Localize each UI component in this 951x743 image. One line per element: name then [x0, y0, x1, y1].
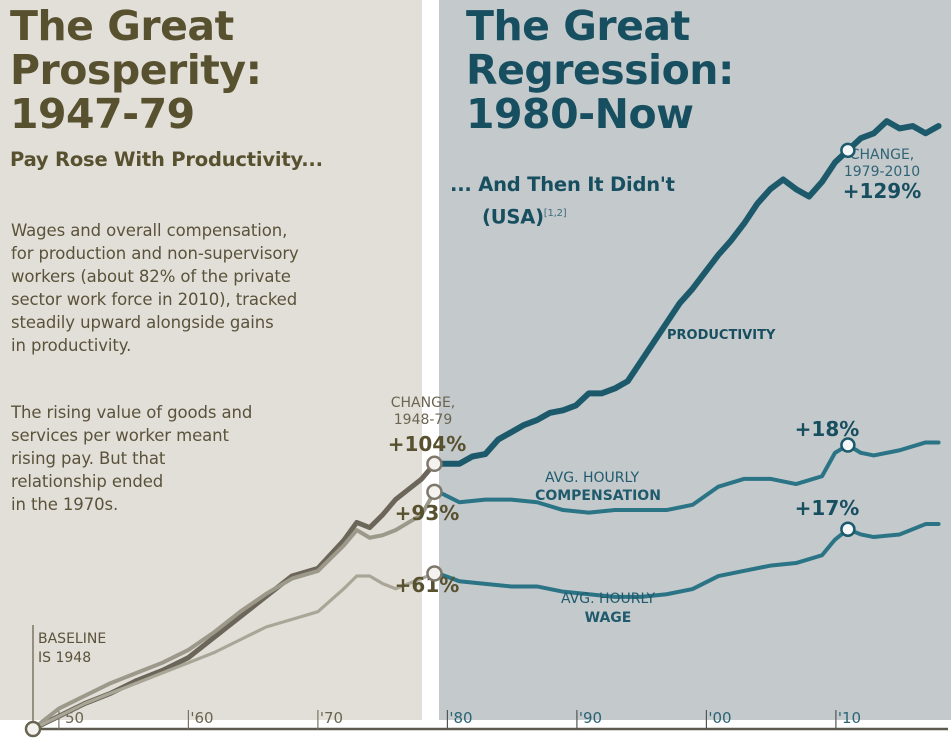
- right-title-line: 1980-Now: [466, 90, 694, 138]
- right-subtitle-line2: (USA): [482, 205, 544, 229]
- panel-divider: [422, 0, 439, 743]
- paragraph-line: in productivity.: [11, 336, 132, 355]
- paragraph-line: services per worker meant: [11, 426, 229, 445]
- compensation-right-end-label: +18%: [795, 417, 860, 441]
- data-point-1979-marker: [426, 483, 443, 501]
- paragraph-line: steadily upward alongside gains: [11, 313, 274, 332]
- compensation-series-label-line1: AVG. HOURLY: [545, 470, 639, 486]
- data-point-2010-marker: [840, 521, 856, 537]
- wage-series-label-line1: AVG. HOURLY: [561, 591, 655, 607]
- series-line-avg-hourly-compensation-1979-2010: [436, 440, 941, 515]
- series-line-productivity-1948-79: [30, 461, 437, 732]
- left-panel-background: [0, 0, 422, 720]
- productivity-right-end-label: +129%: [843, 179, 922, 203]
- change-note-right-line1: CHANGE,: [850, 147, 915, 163]
- left-title-line: 1947-79: [10, 90, 195, 138]
- paragraph-line: The rising value of goods and: [11, 403, 253, 422]
- paragraph-line: workers (about 82% of the private: [11, 267, 291, 286]
- data-point-2010-marker: [840, 437, 856, 453]
- baseline-origin-marker: [24, 720, 42, 738]
- productivity-left-end-label: +104%: [388, 432, 467, 456]
- right-subtitle: ... And Then It Didn't (USA)[1,2]: [450, 170, 675, 232]
- right-title: The Great Regression: 1980-Now: [466, 4, 734, 136]
- series-line-avg-hourly-compensation-1948-79: [31, 489, 437, 731]
- data-point-2010-marker: [840, 142, 856, 159]
- paragraph-line: rising pay. But that: [11, 449, 166, 468]
- label-layer: BASELINE IS 1948 CHANGE, 1948-79 +104% +…: [38, 147, 921, 666]
- paragraph-line: Wages and overall compensation,: [11, 221, 288, 240]
- baseline-note-line2: IS 1948: [38, 650, 91, 666]
- wage-left-end-label: +61%: [395, 573, 460, 597]
- x-tick-label: '80: [449, 709, 472, 727]
- left-title-line: The Great: [10, 2, 234, 50]
- x-tick-label: '10: [838, 709, 861, 727]
- left-title-line: Prosperity:: [10, 46, 262, 94]
- baseline-note-line1: BASELINE: [38, 631, 106, 647]
- right-title-line: The Great: [466, 2, 690, 50]
- change-note-left-line2: 1948-79: [394, 412, 453, 428]
- series-layer: [30, 118, 942, 732]
- data-point-1979-marker: [426, 455, 443, 473]
- data-point-1979-marker: [426, 565, 443, 582]
- footnote-reference[interactable]: [1,2]: [543, 208, 567, 219]
- right-panel-background: [439, 0, 951, 720]
- x-tick-label: '70: [320, 709, 343, 727]
- wage-series-label-line2: WAGE: [585, 610, 632, 626]
- series-line-avg-hourly-wage-1979-2010: [436, 522, 941, 599]
- change-note-right-line2: 1979-2010: [844, 164, 920, 180]
- wage-right-end-label: +17%: [795, 496, 860, 520]
- paragraph-line: in the 1970s.: [11, 495, 119, 514]
- series-line-avg-hourly-wage-1948-79: [31, 571, 437, 731]
- productivity-series-label: PRODUCTIVITY: [667, 328, 776, 343]
- paragraph-line: for production and non-supervisory: [11, 244, 299, 263]
- change-note-left-line1: CHANGE,: [391, 395, 456, 411]
- right-title-line: Regression:: [466, 46, 734, 94]
- paragraph-line: sector work force in 2010), tracked: [11, 290, 298, 309]
- x-tick-label: '00: [708, 709, 731, 727]
- left-subtitle: Pay Rose With Productivity...: [10, 148, 323, 171]
- x-axis: '50'60'70'80'90'00'10: [30, 625, 948, 731]
- x-tick-label: '90: [579, 709, 602, 727]
- right-subtitle-line2-wrap: (USA)[1,2]: [450, 199, 675, 232]
- marker-layer: [24, 142, 856, 738]
- compensation-series-label-line2: COMPENSATION: [535, 488, 661, 504]
- compensation-left-end-label: +93%: [395, 501, 460, 525]
- left-title: The Great Prosperity: 1947-79: [10, 4, 262, 136]
- paragraph-line: relationship ended: [11, 472, 164, 491]
- series-line-productivity-1979-2010: [435, 118, 942, 467]
- description-paragraph-1: Wages and overall compensation, for prod…: [11, 219, 299, 357]
- right-subtitle-line1: ... And Then It Didn't: [450, 173, 675, 196]
- x-tick-label: '60: [190, 709, 213, 727]
- description-paragraph-2: The rising value of goods and services p…: [11, 401, 252, 516]
